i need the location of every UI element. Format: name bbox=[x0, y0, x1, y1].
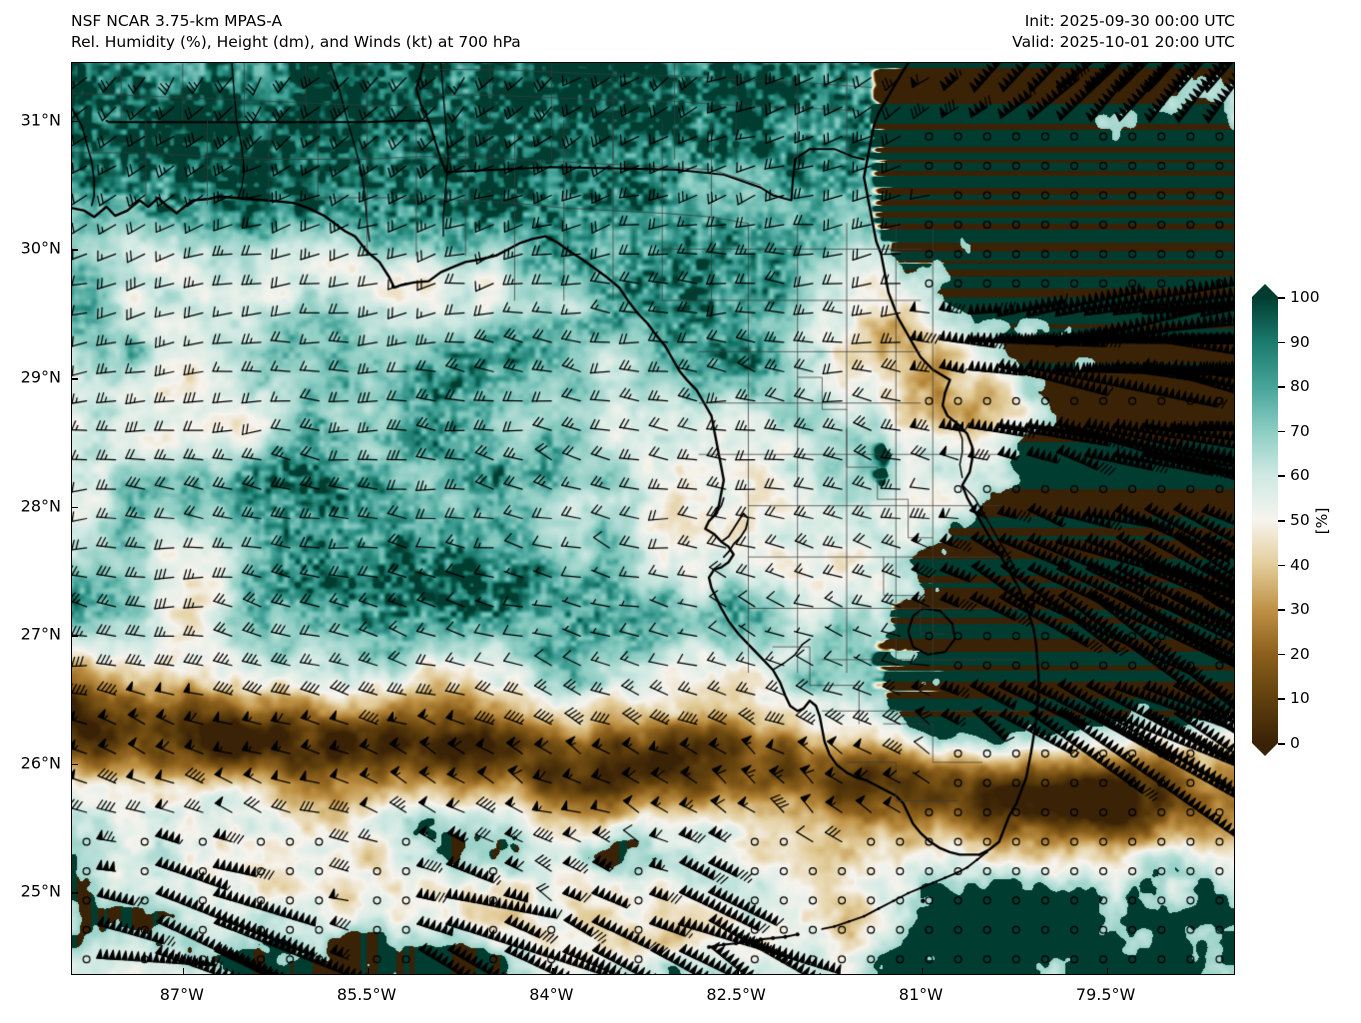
lon-tick-mark bbox=[367, 968, 370, 974]
lat-tick-label: 27°N bbox=[20, 624, 61, 644]
colorbar-tick-mark bbox=[1278, 743, 1285, 745]
figure-title-left: NSF NCAR 3.75-km MPAS-A Rel. Humidity (%)… bbox=[71, 11, 521, 53]
colorbar-tick-label: 10 bbox=[1290, 689, 1310, 708]
lat-tick-mark bbox=[72, 892, 78, 894]
colorbar-tick-mark bbox=[1278, 341, 1285, 344]
lon-tick-label: 79.5°W bbox=[1075, 985, 1136, 1004]
field-title-line: Rel. Humidity (%), Height (dm), and Wind… bbox=[71, 33, 521, 51]
lat-tick-mark bbox=[72, 378, 78, 380]
colorbar-tick-mark bbox=[1278, 520, 1285, 522]
lon-tick-mark bbox=[737, 968, 739, 974]
colorbar-tick-mark bbox=[1278, 653, 1285, 656]
colorbar-tick-label: 90 bbox=[1290, 332, 1310, 351]
colorbar-extend-max-arrow bbox=[1252, 284, 1278, 297]
colorbar-tick-mark bbox=[1278, 564, 1285, 567]
lat-tick-label: 25°N bbox=[20, 881, 61, 901]
valid-time-label: Valid: 2025-10-01 20:00 UTC bbox=[1012, 33, 1235, 51]
lat-tick-mark bbox=[72, 763, 78, 766]
map-plot-area bbox=[72, 63, 1234, 974]
lon-tick-label: 81°W bbox=[898, 985, 943, 1004]
colorbar-tick-mark bbox=[1278, 475, 1285, 477]
lon-tick-label: 85.5°W bbox=[336, 985, 397, 1004]
colorbar-gradient bbox=[1252, 297, 1278, 743]
lon-tick-mark bbox=[1106, 968, 1109, 974]
colorbar-tick-label: 20 bbox=[1290, 644, 1310, 663]
lat-tick-label: 29°N bbox=[20, 367, 61, 387]
colorbar-tick-label: 50 bbox=[1290, 511, 1310, 529]
lon-tick-mark bbox=[182, 968, 185, 974]
lat-tick-mark bbox=[72, 120, 78, 123]
colorbar-extend-min-arrow bbox=[1252, 743, 1278, 756]
lat-tick-label: 28°N bbox=[20, 496, 61, 516]
colorbar-tick-mark bbox=[1278, 698, 1285, 700]
lon-tick-label: 82.5°W bbox=[706, 985, 766, 1004]
map-axes bbox=[71, 62, 1235, 975]
lat-tick-label: 30°N bbox=[20, 238, 61, 258]
model-title-line: NSF NCAR 3.75-km MPAS-A bbox=[71, 12, 283, 30]
lat-tick-label: 26°N bbox=[20, 753, 61, 773]
lat-tick-label: 31°N bbox=[20, 110, 61, 130]
colorbar: 0 10 20 30 40 50 60 70 80 90 100 bbox=[1252, 284, 1320, 756]
lon-tick-label: 87°W bbox=[159, 985, 204, 1004]
colorbar-tick-mark bbox=[1278, 386, 1285, 388]
lat-tick-mark bbox=[72, 635, 78, 637]
colorbar-tick-label: 30 bbox=[1290, 600, 1310, 619]
init-time-label: Init: 2025-09-30 00:00 UTC bbox=[1024, 12, 1235, 30]
colorbar-tick-label: 60 bbox=[1290, 466, 1310, 485]
lat-tick-mark bbox=[72, 249, 78, 252]
colorbar-unit-label: [%] bbox=[1313, 507, 1331, 535]
lon-tick-label: 84°W bbox=[529, 985, 574, 1004]
colorbar-tick-label: 80 bbox=[1290, 377, 1310, 396]
colorbar-tick-label: 100 bbox=[1290, 288, 1320, 306]
colorbar-tick-label: 0 bbox=[1290, 734, 1300, 752]
figure-title-right: Init: 2025-09-30 00:00 UTC Valid: 2025-10… bbox=[1012, 11, 1235, 53]
lon-tick-mark bbox=[921, 968, 924, 974]
colorbar-tick-mark bbox=[1278, 430, 1285, 433]
colorbar-tick-mark bbox=[1278, 609, 1285, 611]
colorbar-tick-mark bbox=[1278, 297, 1285, 299]
lat-tick-mark bbox=[72, 506, 78, 509]
latitude-axis-labels: 25°N 26°N 27°N 28°N 29°N 30°N 31°N bbox=[0, 0, 71, 1023]
lon-tick-mark bbox=[552, 968, 554, 974]
colorbar-tick-label: 40 bbox=[1290, 555, 1310, 574]
colorbar-tick-label: 70 bbox=[1290, 421, 1310, 440]
